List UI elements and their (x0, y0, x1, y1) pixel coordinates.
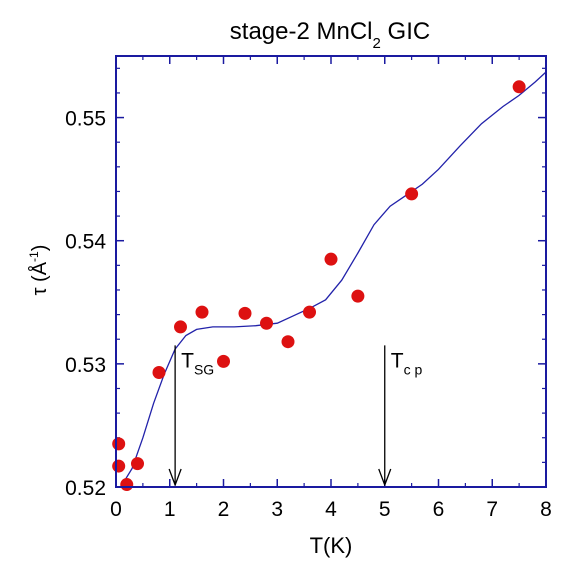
annotation-label: Tc p (391, 349, 423, 377)
data-point (195, 305, 209, 319)
annotation-arrow-head (378, 468, 392, 487)
x-tick-label: 2 (218, 498, 230, 521)
x-tick-label: 4 (325, 498, 337, 521)
x-tick-label: 7 (486, 498, 498, 521)
data-point (405, 187, 419, 201)
data-point (351, 289, 365, 303)
title-main: stage-2 MnCl (230, 18, 373, 45)
data-point (112, 459, 126, 473)
annotation-arrow-head (168, 468, 182, 487)
x-axis-label: T(K) (310, 533, 353, 558)
y-tick-label: 0.52 (65, 477, 106, 500)
axes-frame (115, 55, 547, 488)
x-tick-label: 0 (110, 498, 122, 521)
y-label-tail: ) (29, 245, 51, 252)
fit-curve (120, 71, 547, 487)
title-subscript: 2 (373, 35, 381, 52)
x-tick-label: 3 (271, 498, 283, 521)
y-axis-label: τ (Å-1) (27, 245, 51, 296)
y-tick-label: 0.54 (65, 231, 106, 254)
data-point (281, 335, 295, 349)
annotation-label-subscript: c p (404, 361, 423, 377)
data-point (512, 80, 526, 94)
annotation-label: TSG (181, 349, 214, 377)
data-point (217, 354, 230, 368)
data-point (174, 320, 187, 334)
y-label-main: τ (Å (28, 261, 51, 295)
data-point (152, 365, 166, 379)
data-point (112, 437, 126, 451)
x-tick-label: 1 (164, 498, 176, 521)
data-point (238, 306, 252, 320)
y-label-superscript: -1 (27, 251, 41, 262)
annotation-label-main: T (391, 349, 404, 372)
annotation-label-main: T (181, 349, 194, 372)
x-tick-label: 5 (379, 498, 391, 521)
y-tick-label: 0.53 (65, 354, 106, 377)
data-point (260, 316, 273, 330)
x-tick-label: 6 (433, 498, 445, 521)
data-point (324, 252, 338, 266)
data-point (303, 305, 316, 319)
x-tick-label: 8 (540, 498, 552, 521)
data-point (120, 478, 134, 492)
title-tail: GIC (381, 18, 430, 45)
chart-title: stage-2 MnCl2 GIC (230, 18, 430, 52)
data-point (131, 457, 144, 471)
y-tick-label: 0.55 (65, 108, 106, 131)
annotation-label-subscript: SG (194, 361, 214, 377)
